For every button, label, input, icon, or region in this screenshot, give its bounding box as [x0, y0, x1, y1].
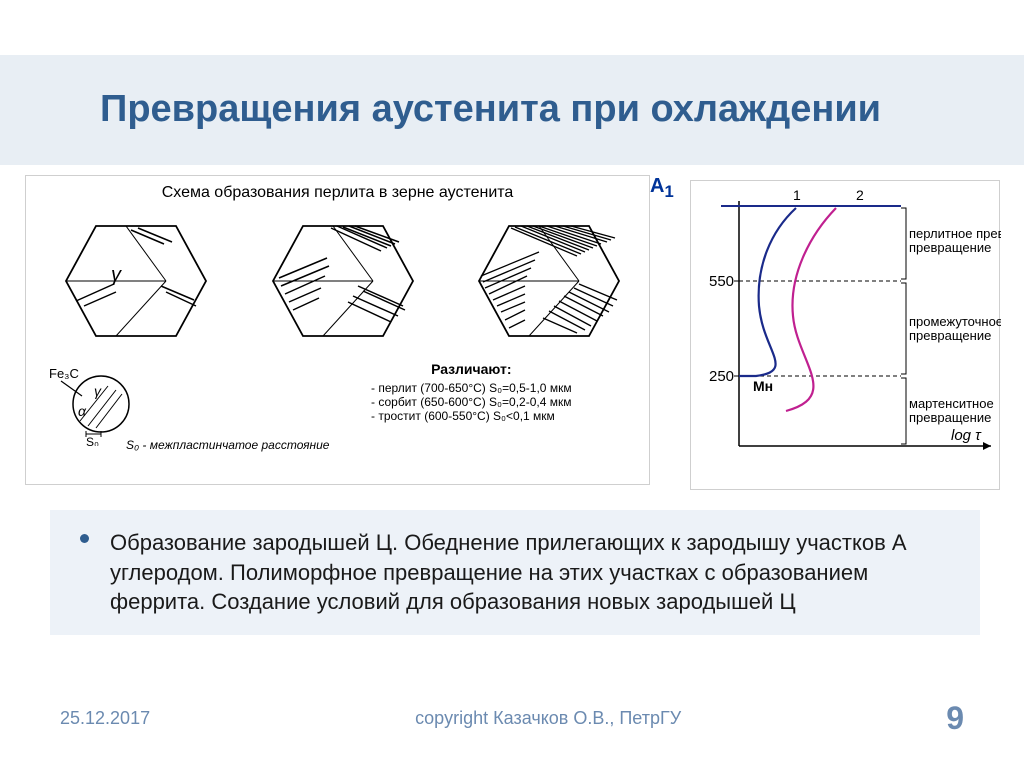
footer-copyright: copyright Казачков О.В., ПетрГУ [415, 708, 681, 729]
svg-text:α: α [78, 403, 87, 419]
svg-text:log τ: log τ [951, 427, 982, 444]
svg-text:Mн: Mн [753, 378, 773, 394]
svg-text:250: 250 [709, 368, 734, 385]
ttt-diagram: 550 250 1 2 Mн перлитное превращение пре… [690, 180, 1000, 490]
bullet-icon [80, 534, 89, 543]
hexagon-stage-1: γ [56, 216, 216, 346]
distinguish-header: Различают: [371, 361, 572, 377]
distinguish-block: Различают: - перлит (700-650°C) S₀=0,5-1… [371, 361, 572, 423]
svg-text:S₀: S₀ [86, 435, 99, 446]
a1-label: A1 [650, 175, 674, 202]
svg-text:Fe₃C: Fe₃C [49, 366, 79, 381]
svg-text:превращение: превращение [909, 240, 991, 255]
schema-caption: Схема образования перлита в зерне аустен… [26, 184, 649, 202]
s0-label: S₀ - межпластинчатое расстояние [126, 438, 329, 452]
svg-text:перлитное превращение: перлитное превращение [909, 226, 1001, 241]
list-item: - сорбит (650-600°C) S₀=0,2-0,4 мкм [371, 395, 572, 409]
svg-text:γ: γ [111, 264, 122, 286]
svg-text:2: 2 [856, 187, 864, 203]
s0-schematic: Fe₃C γ α S₀ [46, 366, 156, 449]
svg-text:γ: γ [94, 383, 102, 399]
svg-text:промежуточное: промежуточное [909, 314, 1001, 329]
list-item: - перлит (700-650°C) S₀=0,5-1,0 мкм [371, 381, 572, 395]
hexagon-stage-2 [263, 216, 423, 346]
svg-text:550: 550 [709, 273, 734, 290]
footer-date: 25.12.2017 [60, 708, 150, 729]
svg-text:мартенситное: мартенситное [909, 396, 994, 411]
body-text-block: Образование зародышей Ц. Обеднение приле… [50, 510, 980, 635]
body-text: Образование зародышей Ц. Обеднение приле… [110, 530, 907, 614]
list-item: - тростит (600-550°C) S₀<0,1 мкм [371, 409, 572, 423]
svg-text:превращение: превращение [909, 328, 991, 343]
hexagon-stage-3 [469, 216, 629, 346]
page-title: Превращения аустенита при охлаждении [100, 88, 881, 132]
svg-text:превращение: превращение [909, 410, 991, 425]
pearlite-schema: Схема образования перлита в зерне аустен… [25, 175, 650, 485]
svg-text:1: 1 [793, 187, 801, 203]
page-number: 9 [946, 700, 964, 737]
